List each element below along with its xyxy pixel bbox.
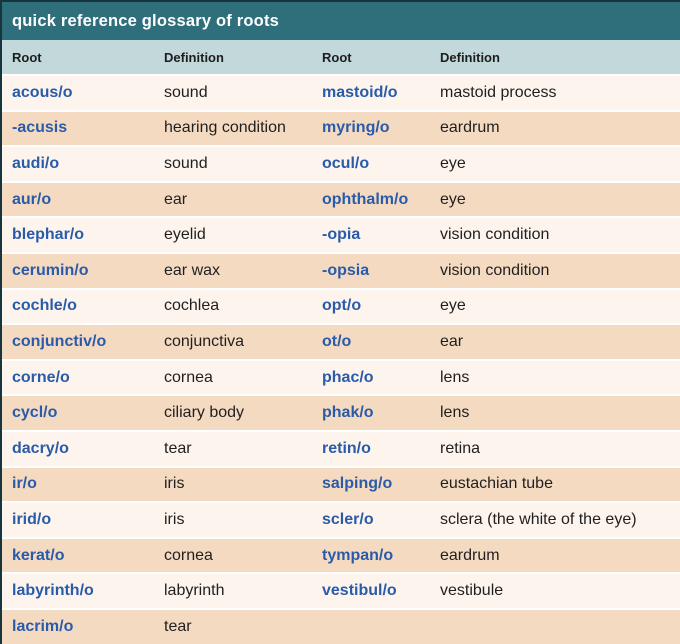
- glossary-table: Root Definition Root Definition acous/o s…: [2, 40, 680, 644]
- table-row: -acusis hearing condition myring/o eardrum: [2, 109, 680, 146]
- table-row: conjunctiv/o conjunctiva ot/o ear: [2, 323, 680, 359]
- root-cell: ocul/o: [312, 145, 430, 181]
- definition-cell: eye: [430, 287, 680, 324]
- definition-cell: iris: [154, 465, 312, 502]
- root-cell: cerumin/o: [2, 251, 154, 288]
- table-row: acous/o sound mastoid/o mastoid process: [2, 74, 680, 110]
- column-header-root-right: Root: [312, 40, 430, 74]
- definition-cell: eyelid: [154, 216, 312, 252]
- root-cell: acous/o: [2, 74, 154, 110]
- root-cell: kerat/o: [2, 536, 154, 573]
- definition-cell: conjunctiva: [154, 323, 312, 359]
- glossary-table-body: acous/o sound mastoid/o mastoid process -acu…: [2, 74, 680, 644]
- definition-cell: eye: [430, 145, 680, 181]
- definition-cell: labyrinth: [154, 572, 312, 608]
- root-cell: corne/o: [2, 358, 154, 395]
- table-row: dacry/o tear retin/o retina: [2, 429, 680, 466]
- table-row: cerumin/o ear wax -opsia vision condition: [2, 251, 680, 288]
- table-row: corne/o cornea phac/o lens: [2, 358, 680, 395]
- column-header-row: Root Definition Root Definition: [2, 40, 680, 74]
- root-cell: labyrinth/o: [2, 572, 154, 608]
- column-header-definition-left: Definition: [154, 40, 312, 74]
- definition-cell: tear: [154, 429, 312, 466]
- definition-cell: lens: [430, 394, 680, 430]
- root-cell: -opia: [312, 216, 430, 252]
- definition-cell: eye: [430, 180, 680, 217]
- root-cell: [312, 607, 430, 644]
- root-cell: irid/o: [2, 501, 154, 537]
- table-row: aur/o ear ophthalm/o eye: [2, 180, 680, 217]
- root-cell: phac/o: [312, 358, 430, 395]
- root-cell: audi/o: [2, 145, 154, 181]
- definition-cell: lens: [430, 358, 680, 395]
- root-cell: ot/o: [312, 323, 430, 359]
- definition-cell: ear wax: [154, 251, 312, 288]
- definition-cell: vision condition: [430, 216, 680, 252]
- root-cell: phak/o: [312, 394, 430, 430]
- root-cell: dacry/o: [2, 429, 154, 466]
- table-row: kerat/o cornea tympan/o eardrum: [2, 536, 680, 573]
- table-row: blephar/o eyelid -opia vision condition: [2, 216, 680, 252]
- root-cell: cycl/o: [2, 394, 154, 430]
- definition-cell: mastoid process: [430, 74, 680, 110]
- root-cell: scler/o: [312, 501, 430, 537]
- table-row: lacrim/o tear: [2, 607, 680, 644]
- root-cell: conjunctiv/o: [2, 323, 154, 359]
- table-row: cycl/o ciliary body phak/o lens: [2, 394, 680, 430]
- root-cell: opt/o: [312, 287, 430, 324]
- root-cell: ir/o: [2, 465, 154, 502]
- definition-cell: [430, 607, 680, 644]
- definition-cell: eardrum: [430, 109, 680, 146]
- definition-cell: eustachian tube: [430, 465, 680, 502]
- root-cell: aur/o: [2, 180, 154, 217]
- definition-cell: cochlea: [154, 287, 312, 324]
- root-cell: myring/o: [312, 109, 430, 146]
- column-header-definition-right: Definition: [430, 40, 680, 74]
- root-cell: ophthalm/o: [312, 180, 430, 217]
- root-cell: tympan/o: [312, 536, 430, 573]
- root-cell: cochle/o: [2, 287, 154, 324]
- root-cell: -acusis: [2, 109, 154, 146]
- column-header-root-left: Root: [2, 40, 154, 74]
- root-cell: retin/o: [312, 429, 430, 466]
- table-row: labyrinth/o labyrinth vestibul/o vestibule: [2, 572, 680, 608]
- definition-cell: sound: [154, 74, 312, 110]
- root-cell: salping/o: [312, 465, 430, 502]
- definition-cell: iris: [154, 501, 312, 537]
- definition-cell: sound: [154, 145, 312, 181]
- definition-cell: sclera (the white of the eye): [430, 501, 680, 537]
- table-row: irid/o iris scler/o sclera (the white of th…: [2, 501, 680, 537]
- definition-cell: tear: [154, 607, 312, 644]
- table-row: cochle/o cochlea opt/o eye: [2, 287, 680, 324]
- panel-title: quick reference glossary of roots: [2, 2, 680, 40]
- table-row: ir/o iris salping/o eustachian tube: [2, 465, 680, 502]
- root-cell: lacrim/o: [2, 607, 154, 644]
- definition-cell: vision condition: [430, 251, 680, 288]
- root-cell: -opsia: [312, 251, 430, 288]
- root-cell: vestibul/o: [312, 572, 430, 608]
- definition-cell: vestibule: [430, 572, 680, 608]
- table-row: audi/o sound ocul/o eye: [2, 145, 680, 181]
- definition-cell: hearing condition: [154, 109, 312, 146]
- root-cell: mastoid/o: [312, 74, 430, 110]
- definition-cell: retina: [430, 429, 680, 466]
- definition-cell: ciliary body: [154, 394, 312, 430]
- root-cell: blephar/o: [2, 216, 154, 252]
- definition-cell: eardrum: [430, 536, 680, 573]
- definition-cell: ear: [154, 180, 312, 217]
- definition-cell: cornea: [154, 536, 312, 573]
- definition-cell: cornea: [154, 358, 312, 395]
- definition-cell: ear: [430, 323, 680, 359]
